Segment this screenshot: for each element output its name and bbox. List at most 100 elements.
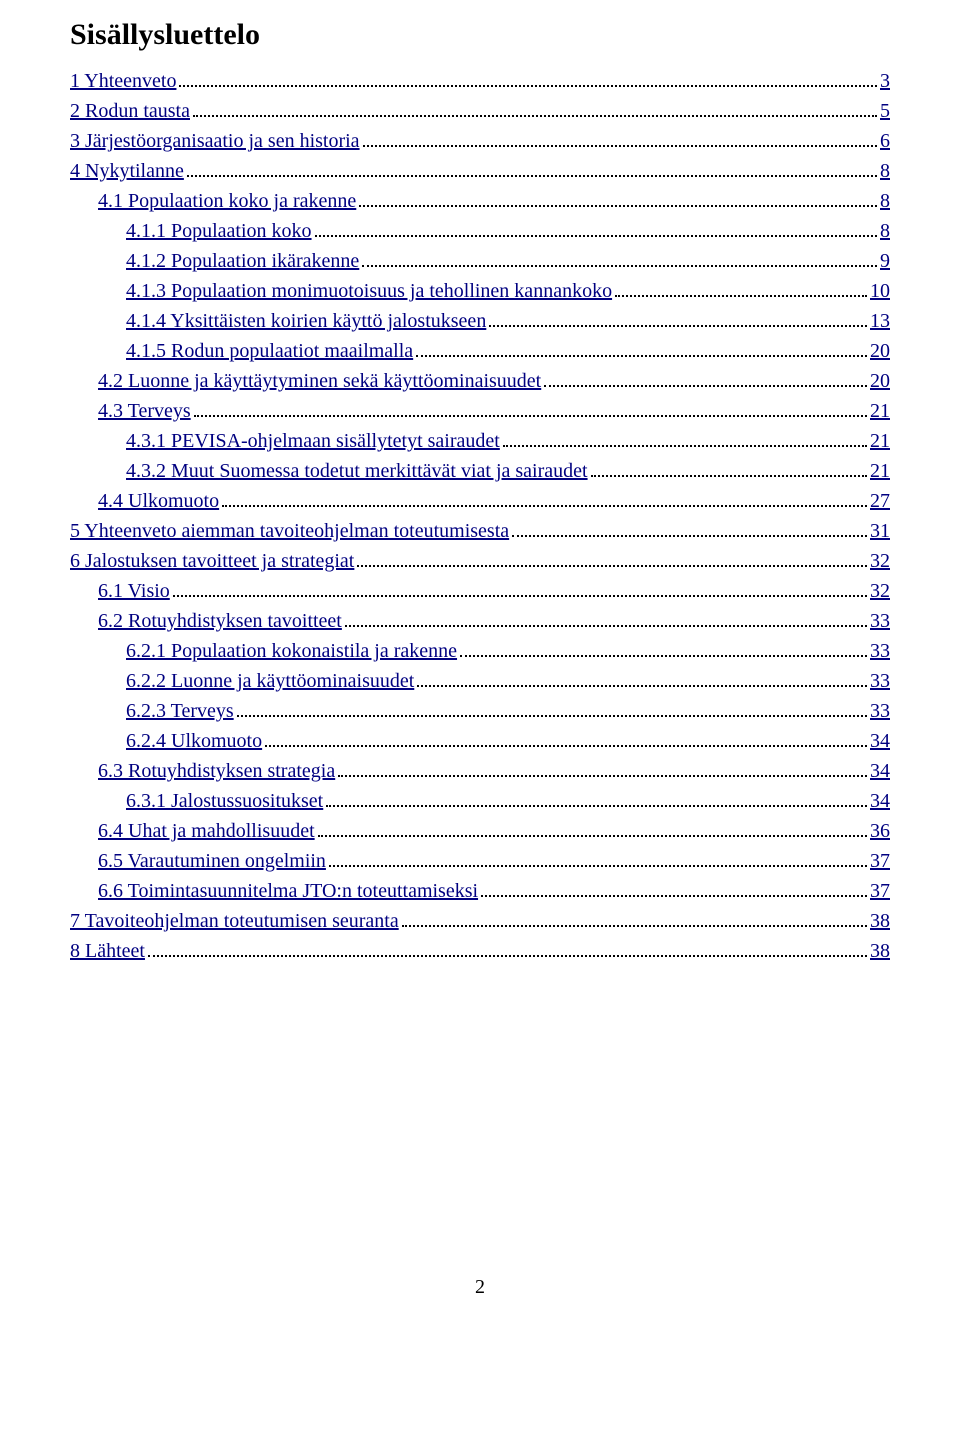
toc-link[interactable]: 4.4 Ulkomuoto [98,486,219,516]
toc-leader-dots [591,474,867,477]
toc-link[interactable]: 4.3.1 PEVISA-ohjelmaan sisällytetyt sair… [126,426,500,456]
toc-page-link[interactable]: 20 [870,366,890,396]
toc-page-link[interactable]: 13 [870,306,890,336]
toc-link[interactable]: 6.2.2 Luonne ja käyttöominaisuudet [126,666,414,696]
toc-page-link[interactable]: 21 [870,456,890,486]
toc-link[interactable]: 6.4 Uhat ja mahdollisuudet [98,816,315,846]
toc-page-link[interactable]: 20 [870,336,890,366]
toc-page-link[interactable]: 33 [870,666,890,696]
toc-page-link[interactable]: 34 [870,756,890,786]
toc-link[interactable]: 6.2 Rotuyhdistyksen tavoitteet [98,606,342,636]
toc-link[interactable]: 4.3.2 Muut Suomessa todetut merkittävät … [126,456,588,486]
toc-leader-dots [179,84,877,87]
toc-entry: 6.2.2 Luonne ja käyttöominaisuudet 33 [70,666,890,696]
toc-leader-dots [416,354,867,357]
document-page: Sisällysluettelo 1 Yhteenveto 3 2 Rodun t… [0,0,960,1339]
toc-leader-dots [357,564,867,567]
toc-link[interactable]: 6 Jalostuksen tavoitteet ja strategiat [70,546,354,576]
toc-entry: 4.1.5 Rodun populaatiot maailmalla 20 [70,336,890,366]
toc-page-link[interactable]: 32 [870,576,890,606]
toc-entry: 7 Tavoiteohjelman toteutumisen seuranta 3… [70,906,890,936]
toc-page-link[interactable]: 9 [880,246,890,276]
toc-link[interactable]: 4.2 Luonne ja käyttäytyminen sekä käyttö… [98,366,541,396]
toc-page-link[interactable]: 37 [870,846,890,876]
toc-page-link[interactable]: 3 [880,66,890,96]
toc-link[interactable]: 6.2.1 Populaation kokonaistila ja rakenn… [126,636,457,666]
toc-link[interactable]: 4.1.3 Populaation monimuotoisuus ja teho… [126,276,612,306]
toc-page-link[interactable]: 36 [870,816,890,846]
toc-leader-dots [512,534,867,537]
toc-leader-dots [193,114,877,117]
toc-link[interactable]: 1 Yhteenveto [70,66,176,96]
toc-leader-dots [338,774,867,777]
toc-link[interactable]: 6.3.1 Jalostussuositukset [126,786,323,816]
toc-entry: 6.2 Rotuyhdistyksen tavoitteet 33 [70,606,890,636]
toc-link[interactable]: 4.1 Populaation koko ja rakenne [98,186,356,216]
toc-page-link[interactable]: 32 [870,546,890,576]
toc-entry: 6.6 Toimintasuunnitelma JTO:n toteuttami… [70,876,890,906]
toc-page-link[interactable]: 8 [880,186,890,216]
toc-entry: 6 Jalostuksen tavoitteet ja strategiat 32 [70,546,890,576]
toc-entry: 1 Yhteenveto 3 [70,66,890,96]
toc-link[interactable]: 8 Lähteet [70,936,145,966]
toc-page-link[interactable]: 6 [880,126,890,156]
toc-entry: 6.2.1 Populaation kokonaistila ja rakenn… [70,636,890,666]
toc-leader-dots [503,444,867,447]
toc-title: Sisällysluettelo [70,18,890,52]
toc-link[interactable]: 4 Nykytilanne [70,156,184,186]
toc-leader-dots [194,414,867,417]
toc-entry: 4 Nykytilanne 8 [70,156,890,186]
toc-link[interactable]: 2 Rodun tausta [70,96,190,126]
toc-page-link[interactable]: 33 [870,606,890,636]
toc-entry: 2 Rodun tausta 5 [70,96,890,126]
toc-link[interactable]: 4.1.4 Yksittäisten koirien käyttö jalost… [126,306,486,336]
toc-leader-dots [402,924,867,927]
toc-page-link[interactable]: 8 [880,216,890,246]
toc-page-link[interactable]: 5 [880,96,890,126]
toc-page-link[interactable]: 34 [870,726,890,756]
toc-page-link[interactable]: 38 [870,906,890,936]
toc-page-link[interactable]: 21 [870,396,890,426]
toc-entry: 6.4 Uhat ja mahdollisuudet 36 [70,816,890,846]
toc-leader-dots [417,684,867,687]
toc-list: 1 Yhteenveto 3 2 Rodun tausta 5 3 Järjestö… [70,66,890,966]
toc-link[interactable]: 6.1 Visio [98,576,170,606]
toc-leader-dots [363,144,877,147]
toc-link[interactable]: 4.1.5 Rodun populaatiot maailmalla [126,336,413,366]
toc-leader-dots [148,954,867,957]
toc-entry: 4.1.3 Populaation monimuotoisuus ja teho… [70,276,890,306]
toc-page-link[interactable]: 10 [870,276,890,306]
toc-entry: 4.1 Populaation koko ja rakenne 8 [70,186,890,216]
toc-entry: 6.1 Visio 32 [70,576,890,606]
toc-link[interactable]: 5 Yhteenveto aiemman tavoiteohjelman tot… [70,516,509,546]
toc-entry: 8 Lähteet 38 [70,936,890,966]
toc-page-link[interactable]: 38 [870,936,890,966]
toc-page-link[interactable]: 33 [870,636,890,666]
toc-page-link[interactable]: 27 [870,486,890,516]
toc-link[interactable]: 6.2.3 Terveys [126,696,234,726]
toc-link[interactable]: 4.3 Terveys [98,396,191,426]
toc-entry: 4.1.1 Populaation koko 8 [70,216,890,246]
toc-link[interactable]: 6.3 Rotuyhdistyksen strategia [98,756,335,786]
toc-leader-dots [329,864,867,867]
toc-page-link[interactable]: 37 [870,876,890,906]
toc-link[interactable]: 4.1.1 Populaation koko [126,216,312,246]
toc-entry: 5 Yhteenveto aiemman tavoiteohjelman tot… [70,516,890,546]
toc-page-link[interactable]: 8 [880,156,890,186]
toc-link[interactable]: 4.1.2 Populaation ikärakenne [126,246,359,276]
toc-link[interactable]: 6.6 Toimintasuunnitelma JTO:n toteuttami… [98,876,478,906]
toc-page-link[interactable]: 31 [870,516,890,546]
toc-link[interactable]: 3 Järjestöorganisaatio ja sen historia [70,126,360,156]
toc-page-link[interactable]: 34 [870,786,890,816]
toc-leader-dots [359,204,877,207]
toc-leader-dots [315,234,877,237]
toc-leader-dots [173,594,867,597]
toc-link[interactable]: 6.5 Varautuminen ongelmiin [98,846,326,876]
toc-page-link[interactable]: 21 [870,426,890,456]
toc-link[interactable]: 6.2.4 Ulkomuoto [126,726,262,756]
toc-entry: 4.4 Ulkomuoto 27 [70,486,890,516]
toc-page-link[interactable]: 33 [870,696,890,726]
toc-link[interactable]: 7 Tavoiteohjelman toteutumisen seuranta [70,906,399,936]
toc-leader-dots [237,714,867,717]
toc-leader-dots [489,324,867,327]
